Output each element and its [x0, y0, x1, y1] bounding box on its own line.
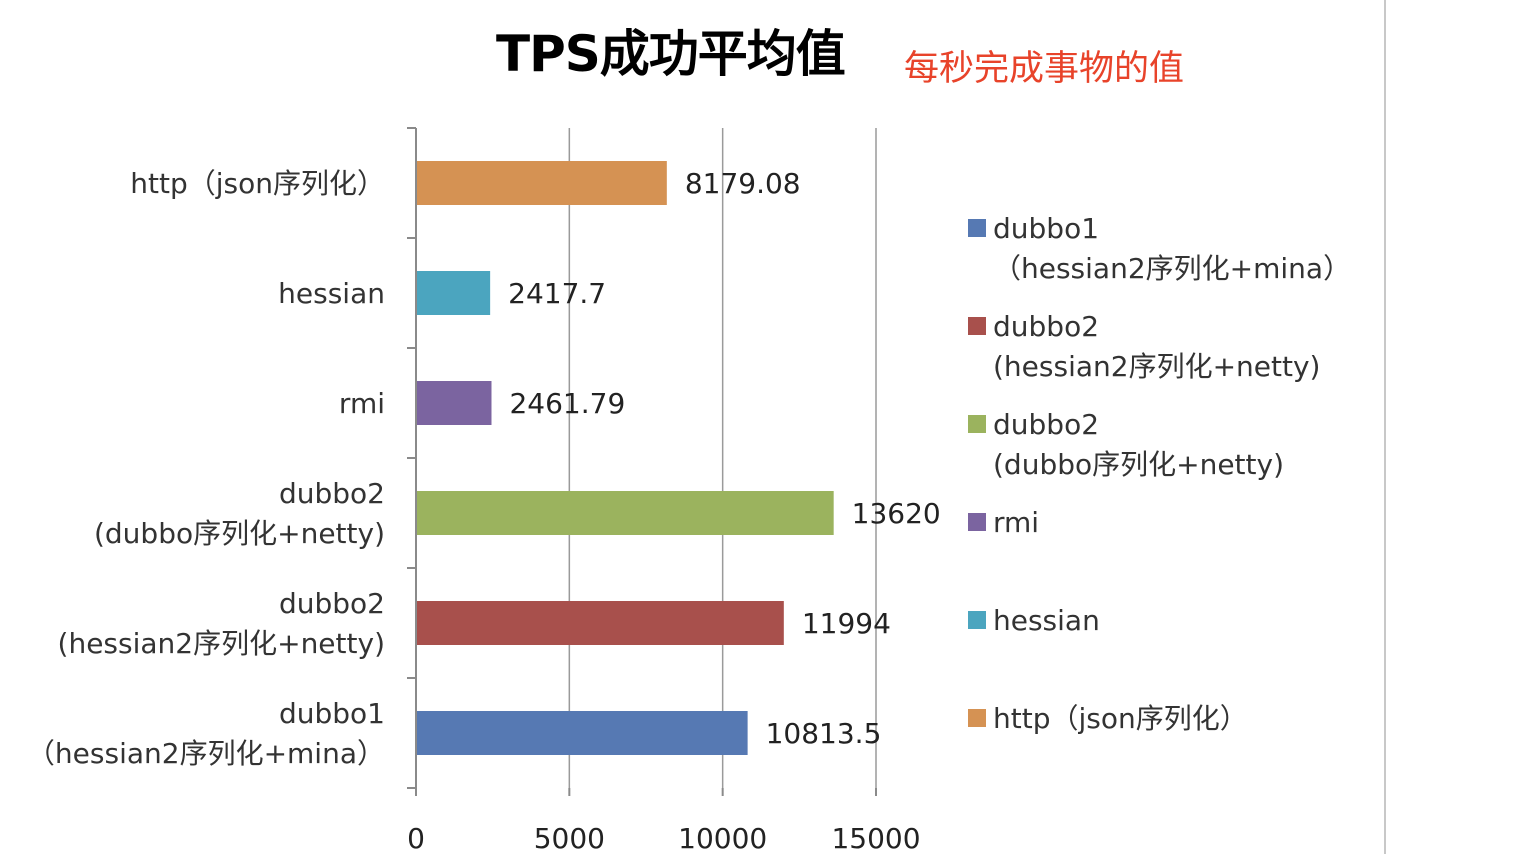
legend-swatch	[968, 513, 986, 531]
category-label: (dubbo序列化+netty)	[94, 517, 385, 550]
legend-swatch	[968, 611, 986, 629]
category-label: (hessian2序列化+netty)	[58, 627, 385, 660]
category-label: rmi	[339, 387, 385, 420]
category-label: dubbo2	[279, 587, 385, 620]
value-label: 10813.5	[766, 717, 882, 750]
legend-label: (hessian2序列化+netty)	[993, 350, 1320, 383]
legend-label: （hessian2序列化+mina）	[993, 252, 1351, 285]
legend-swatch	[968, 709, 986, 727]
x-tick-label: 5000	[534, 822, 605, 854]
bars	[417, 161, 834, 755]
title-annotation: 每秒完成事物的值	[904, 49, 1185, 89]
legend: dubbo1 （hessian2序列化+mina） dubbo2 (hessian2序…	[968, 212, 1351, 735]
value-label: 8179.08	[685, 167, 801, 200]
x-tick-label: 0	[407, 822, 425, 854]
category-label: dubbo2	[279, 477, 385, 510]
bar	[417, 491, 834, 535]
category-label: http（json序列化）	[130, 167, 385, 200]
bar	[417, 381, 492, 425]
chart-title: TPS成功平均值	[496, 25, 846, 83]
legend-label: (dubbo序列化+netty)	[993, 448, 1284, 481]
axis	[407, 127, 877, 796]
bar	[417, 601, 784, 645]
legend-swatch	[968, 219, 986, 237]
bar	[417, 271, 491, 315]
legend-label: dubbo2	[993, 408, 1099, 441]
x-tick-label: 15000	[831, 822, 920, 854]
value-label: 2417.7	[508, 277, 606, 310]
value-labels: 8179.08 2417.7 2461.79 13620 11994 10813.5	[508, 167, 941, 750]
bar	[417, 161, 667, 205]
legend-label: dubbo1	[993, 212, 1099, 245]
legend-label: http（json序列化）	[993, 702, 1248, 735]
gridlines	[568, 128, 877, 788]
value-label: 2461.79	[509, 387, 625, 420]
legend-swatch	[968, 415, 986, 433]
category-label: dubbo1	[279, 697, 385, 730]
value-label: 13620	[852, 497, 941, 530]
value-label: 11994	[802, 607, 891, 640]
category-label: hessian	[278, 277, 385, 310]
legend-label: dubbo2	[993, 310, 1099, 343]
category-labels: http（json序列化） hessian rmi dubbo2 (dubbo序列化+n…	[27, 167, 385, 770]
slide-edge-divider	[1384, 0, 1386, 854]
category-label: （hessian2序列化+mina）	[27, 737, 385, 770]
x-tick-labels: 0 5000 10000 15000	[407, 822, 920, 854]
bar	[417, 711, 748, 755]
x-tick-label: 10000	[678, 822, 767, 854]
legend-label: hessian	[993, 604, 1100, 637]
legend-label: rmi	[993, 506, 1039, 539]
legend-swatch	[968, 317, 986, 335]
